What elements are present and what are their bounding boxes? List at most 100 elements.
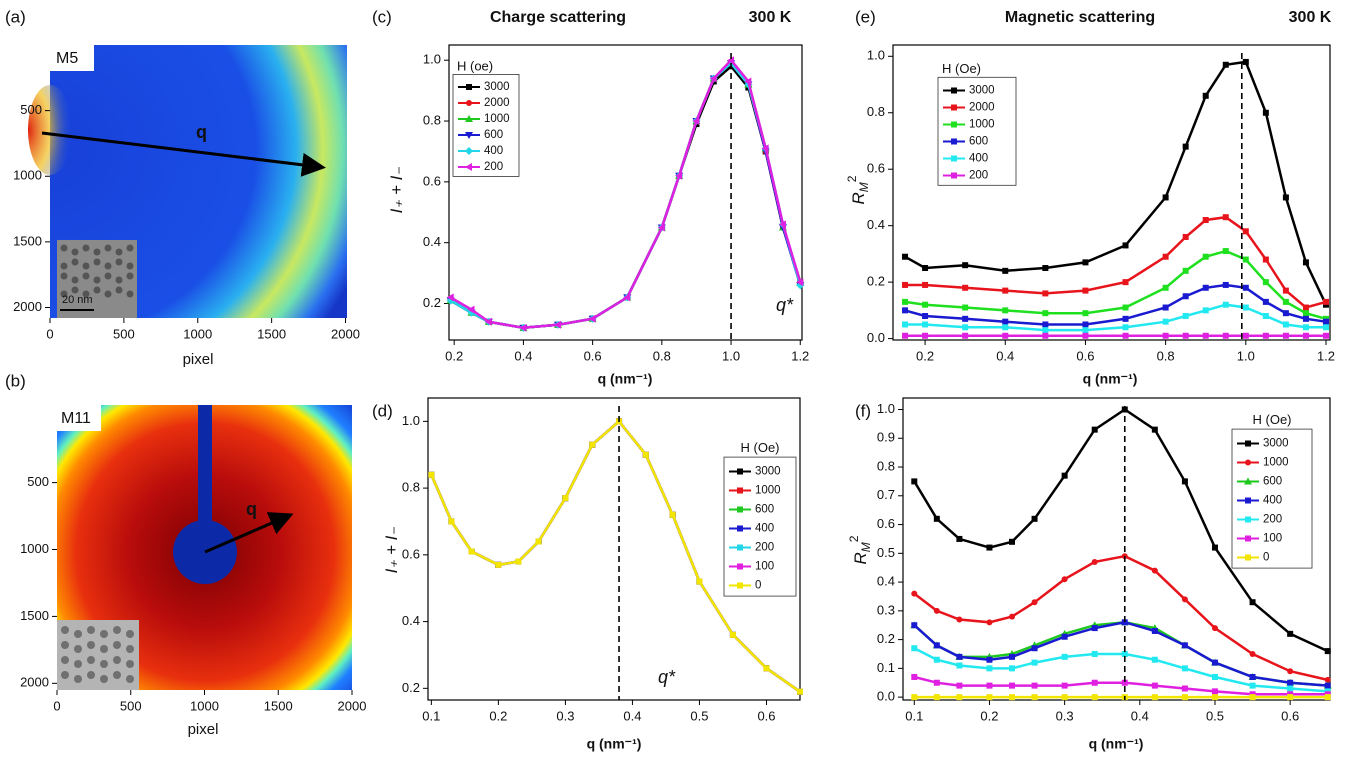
data-point (1262, 256, 1269, 263)
x-tick-label: 0.2 (489, 708, 507, 723)
y-tick-label: 2000 (13, 299, 42, 314)
data-point (1121, 650, 1128, 657)
x-tick-label: 1.2 (791, 348, 809, 363)
data-point (1324, 694, 1331, 701)
data-point (1211, 544, 1218, 551)
data-point (1222, 301, 1229, 308)
data-point (1002, 287, 1009, 294)
y-tick-label: 1000 (13, 168, 42, 183)
particle (61, 671, 69, 679)
legend-title: H (Oe) (741, 440, 780, 455)
data-point (1324, 648, 1331, 655)
particle (61, 641, 69, 649)
legend-label: 400 (969, 153, 988, 165)
data-point (1211, 625, 1218, 632)
data-point (962, 284, 969, 291)
data-point (956, 662, 963, 669)
series-line (904, 249, 1327, 321)
y-tick-label: 1.0 (402, 413, 420, 428)
legend-label: 200 (969, 170, 988, 182)
legend-marker (737, 487, 743, 494)
data-point (1262, 332, 1269, 339)
data-point (588, 314, 596, 323)
data-point (956, 653, 963, 660)
data-point (468, 548, 475, 555)
x-tick-label: 0.8 (653, 348, 671, 363)
data-point (933, 694, 940, 701)
x-tick-label: 1.2 (1317, 348, 1335, 363)
data-point (1122, 315, 1129, 322)
data-point (1162, 284, 1169, 291)
x-tick-label: 1000 (183, 326, 212, 341)
data-point (1282, 332, 1289, 339)
data-point (1282, 321, 1289, 328)
q-arrow-label: q (246, 499, 257, 519)
particle (87, 671, 95, 679)
data-point (448, 518, 455, 525)
particle (93, 276, 101, 284)
q-star-label: q* (776, 295, 794, 315)
panel-label: (b) (5, 371, 26, 390)
y-tick-label: 0.2 (402, 680, 420, 695)
legend-marker (466, 84, 472, 90)
q-arrow (204, 512, 294, 554)
y-tick-label: 1500 (13, 233, 42, 248)
particle (100, 630, 108, 638)
series-line (905, 303, 1326, 332)
beam-stop (198, 405, 212, 545)
x-tick-label: 0.6 (1076, 348, 1094, 363)
data-point (1009, 613, 1016, 620)
data-point (1151, 426, 1158, 433)
y-tick-label: 0.1 (877, 660, 895, 675)
particle (100, 645, 108, 653)
y-axis-label-sub: M (859, 542, 873, 552)
data-point (1002, 318, 1009, 325)
y-tick-label: 1.0 (877, 401, 895, 416)
data-point (1151, 682, 1158, 689)
panel-label: (f) (855, 401, 871, 420)
data-point (669, 511, 676, 518)
data-point (1042, 265, 1049, 272)
data-point (1282, 194, 1289, 201)
y-axis-label-sub: M (857, 182, 871, 192)
legend-label: 400 (1263, 495, 1282, 507)
particle (71, 276, 79, 284)
data-point (1322, 318, 1329, 325)
legend-title: H (oe) (457, 59, 493, 74)
particle (126, 675, 134, 683)
data-point (1211, 659, 1218, 666)
y-tick-label: 0.2 (867, 274, 885, 289)
data-point (675, 171, 683, 180)
legend-marker (1245, 535, 1251, 542)
data-point (1182, 332, 1189, 339)
data-point (796, 278, 804, 287)
particle (82, 262, 90, 270)
y-axis-label: RM2 (847, 535, 873, 564)
particle (82, 244, 90, 252)
data-point (1302, 310, 1309, 317)
particle (126, 630, 134, 638)
data-point (986, 656, 993, 663)
data-point (1061, 472, 1068, 479)
x-axis-label: pixel (188, 721, 219, 738)
data-point (1031, 659, 1038, 666)
particle (87, 641, 95, 649)
particle (71, 286, 79, 294)
x-tick-label: 0.8 (1157, 348, 1175, 363)
particle (115, 276, 123, 284)
data-point (1009, 694, 1016, 701)
data-point (1162, 332, 1169, 339)
data-point (519, 323, 527, 332)
data-point (1082, 259, 1089, 266)
q-arrow-label: q (196, 122, 207, 142)
data-point (933, 679, 940, 686)
x-tick-label: 0.1 (422, 708, 440, 723)
legend-marker (465, 163, 472, 171)
particle (115, 248, 123, 256)
data-point (1262, 279, 1269, 286)
particle (113, 626, 121, 634)
data-point (657, 223, 665, 232)
data-point (911, 645, 918, 652)
data-point (902, 307, 909, 314)
data-point (692, 117, 700, 126)
